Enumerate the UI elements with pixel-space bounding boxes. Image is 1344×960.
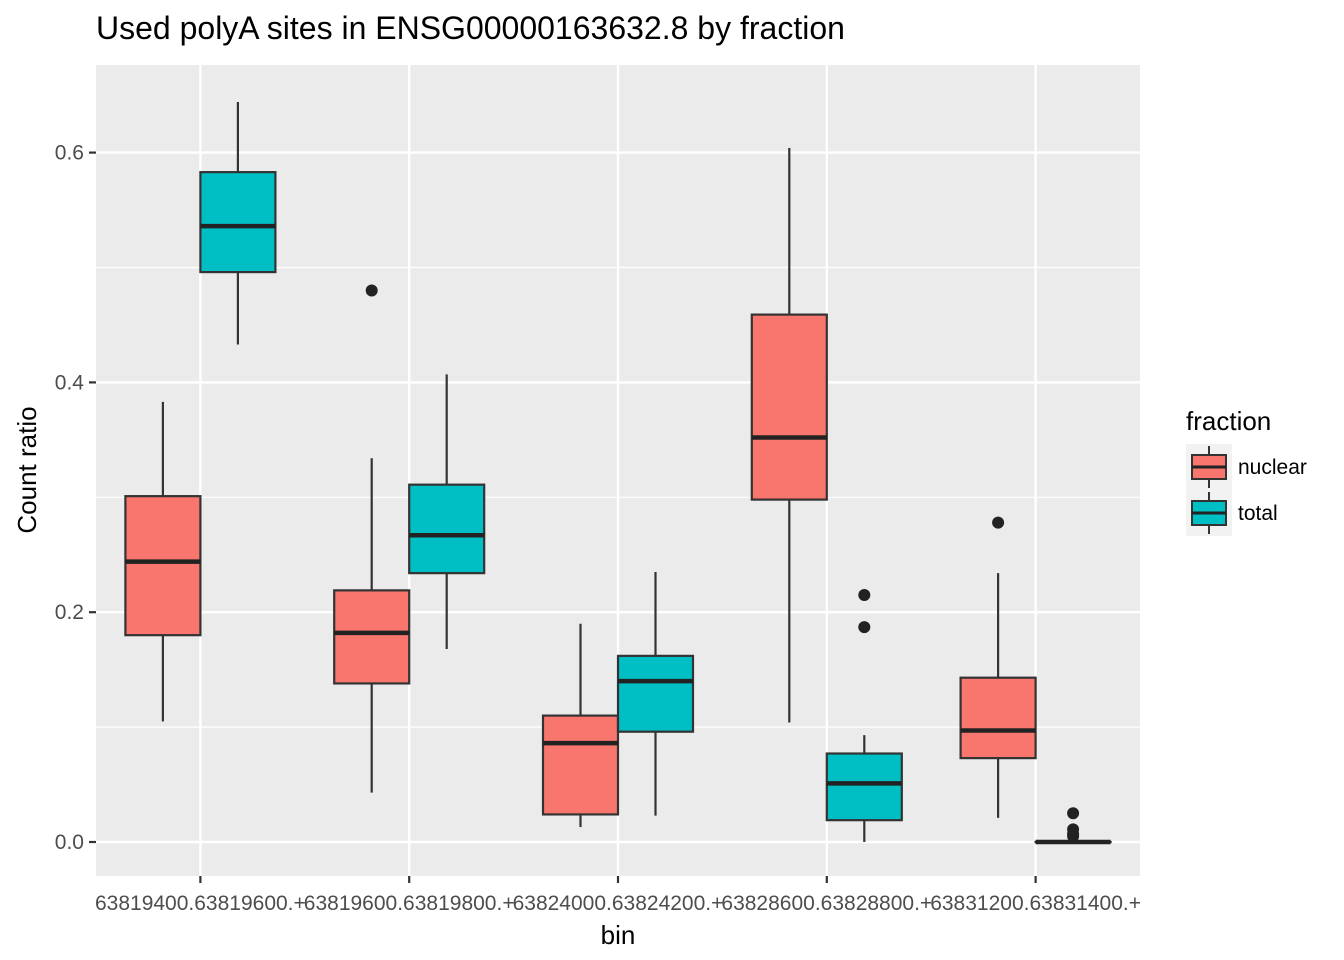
x-axis-title: bin	[601, 920, 636, 950]
legend-entry-nuclear: nuclear	[1186, 444, 1307, 490]
box-nuclear-2	[333, 284, 411, 793]
box-total-5	[1034, 807, 1112, 845]
box-body	[616, 654, 695, 733]
y-tick-label: 0.2	[55, 601, 84, 624]
box-body	[199, 171, 277, 274]
outlier-point	[858, 588, 871, 601]
outlier-point	[365, 284, 378, 297]
y-tick-label: 0.4	[55, 371, 85, 394]
box-total-1	[199, 102, 277, 345]
box-total-2	[408, 374, 486, 649]
box-series	[124, 102, 1112, 845]
y-tick-label: 0.0	[55, 831, 84, 854]
y-tick-label: 0.6	[55, 142, 84, 165]
x-tick-label: 63819600.63819800.+	[304, 892, 515, 915]
box-nuclear-4	[750, 148, 828, 723]
legend: fraction nuclear total	[1186, 406, 1307, 536]
chart-title: Used polyA sites in ENSG00000163632.8 by…	[96, 10, 845, 46]
box-body	[541, 714, 620, 816]
outlier-point	[858, 621, 871, 634]
x-axis: 63819400.63819600.+63819600.63819800.+63…	[95, 876, 1141, 915]
box-total-3	[616, 571, 695, 816]
x-tick-label: 63828600.63828800.+	[721, 892, 932, 915]
box-body	[408, 483, 486, 575]
legend-label: nuclear	[1238, 456, 1307, 479]
box-body	[124, 495, 202, 637]
legend-entry-total: total	[1186, 490, 1278, 536]
y-axis-title: Count ratio	[12, 406, 42, 533]
outlier-point	[1067, 830, 1080, 843]
legend-title: fraction	[1186, 406, 1271, 436]
box-body	[333, 589, 411, 685]
box-body	[825, 752, 903, 822]
box-nuclear-3	[541, 623, 620, 828]
y-axis: 0.0 0.2 0.4 0.6	[55, 142, 96, 854]
box-body	[750, 313, 828, 501]
outlier-point	[992, 516, 1005, 529]
outlier-point	[1067, 807, 1080, 820]
series-nuclear	[124, 148, 1037, 828]
box-body	[959, 676, 1037, 760]
x-tick-label: 63831200.63831400.+	[930, 892, 1141, 915]
x-tick-label: 63824000.63824200.+	[513, 892, 724, 915]
x-tick-label: 63819400.63819600.+	[95, 892, 306, 915]
legend-label: total	[1238, 502, 1278, 525]
box-total-4	[825, 588, 903, 842]
series-total	[199, 102, 1112, 845]
box-nuclear-5	[959, 516, 1037, 818]
box-nuclear-1	[124, 401, 202, 722]
